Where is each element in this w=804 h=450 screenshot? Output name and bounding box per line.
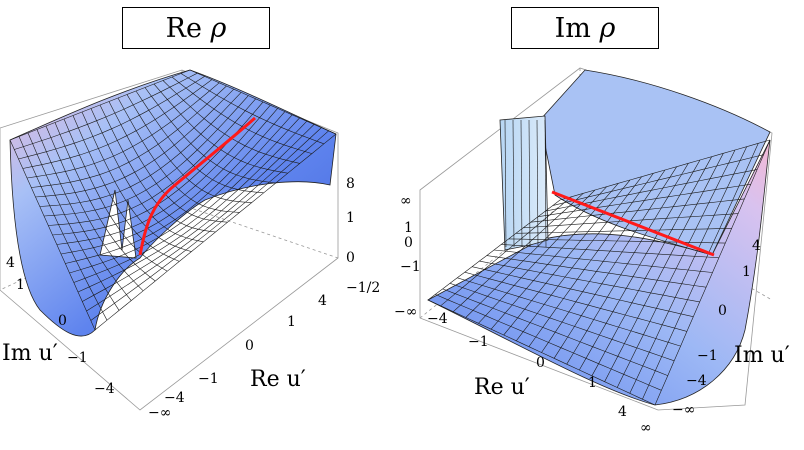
mesh-line xyxy=(536,119,539,248)
left-y-tick: 4 xyxy=(6,255,15,271)
left-z-tick: 8 xyxy=(346,176,355,192)
mesh-line xyxy=(73,117,300,283)
left-title-symbol: ρ xyxy=(210,12,227,44)
mesh-line xyxy=(642,143,759,400)
mesh-line xyxy=(135,90,264,194)
left-panel-title: Re ρ xyxy=(122,7,270,49)
right-y-tick: 1 xyxy=(742,264,751,280)
right-x-tick: 0 xyxy=(536,355,545,371)
mesh-line xyxy=(69,114,293,274)
left-x-tick: −∞ xyxy=(148,405,171,421)
left-title-prefix: Re xyxy=(165,12,202,44)
left-z-tick: 0 xyxy=(346,250,355,266)
left-plot: 8 1 0 −1/2 −∞ −4 −1 0 1 4 4 1 0 −1 −4 Re… xyxy=(0,69,380,421)
mesh-line xyxy=(654,139,771,406)
left-y-tick: −4 xyxy=(94,381,115,397)
right-y-tick: −∞ xyxy=(672,402,695,418)
mesh-line xyxy=(60,108,278,255)
right-x-tick: 4 xyxy=(618,404,627,420)
mesh-line xyxy=(82,124,315,302)
right-x-tick: −1 xyxy=(468,334,489,350)
left-x-axis-label: Re u′ xyxy=(250,367,306,392)
right-surface-grid xyxy=(427,119,771,406)
right-vertical-wall xyxy=(499,115,549,251)
left-y-tick: −1 xyxy=(67,350,88,366)
left-x-tick: 1 xyxy=(287,314,296,330)
left-y-tick: 0 xyxy=(58,313,67,329)
right-z-tick: 0 xyxy=(404,235,413,251)
left-y-axis-label: Im u′ xyxy=(2,341,58,366)
left-x-tick: 4 xyxy=(318,293,327,309)
mesh-line xyxy=(520,119,523,248)
mesh-line xyxy=(180,73,325,145)
mesh-line xyxy=(189,69,337,135)
left-spike xyxy=(99,189,137,259)
right-panel-title: Im ρ xyxy=(511,7,659,49)
mesh-line xyxy=(65,111,286,264)
right-x-tick: 1 xyxy=(588,375,597,391)
right-y-tick: 0 xyxy=(718,303,727,319)
right-y-axis-label: Im u′ xyxy=(734,343,790,368)
mesh-line xyxy=(552,154,764,206)
mesh-line xyxy=(86,127,322,312)
right-plot: ∞ 1 0 −1 −∞ −4 −1 0 1 4 ∞ 4 1 0 −1 −4 −∞… xyxy=(394,67,790,436)
left-x-tick: 0 xyxy=(245,338,254,354)
mesh-line xyxy=(126,94,252,203)
mesh-line xyxy=(171,76,312,154)
left-z-tick: −1/2 xyxy=(346,280,380,296)
left-x-tick: −4 xyxy=(164,390,185,406)
right-x-tick: −4 xyxy=(427,311,448,327)
left-z-tick: 1 xyxy=(346,210,355,226)
right-y-tick: 4 xyxy=(752,238,761,254)
mesh-line xyxy=(77,120,308,293)
mesh-line xyxy=(544,119,547,248)
mesh-line xyxy=(504,119,507,248)
mesh-line xyxy=(94,133,337,331)
right-x-tick: ∞ xyxy=(640,420,652,436)
right-title-symbol: ρ xyxy=(599,12,616,44)
mesh-line xyxy=(629,146,747,394)
mesh-line xyxy=(108,101,228,223)
mesh-line xyxy=(153,83,288,174)
right-y-tick: −4 xyxy=(686,373,707,389)
mesh-line xyxy=(117,97,240,213)
right-z-tick: 1 xyxy=(404,220,413,236)
right-x-axis-label: Re u′ xyxy=(474,375,530,400)
mesh-line xyxy=(56,105,271,245)
left-x-tick: −1 xyxy=(198,371,219,387)
mesh-line xyxy=(559,139,771,201)
right-z-tick: ∞ xyxy=(400,193,412,209)
right-z-tick: −∞ xyxy=(394,304,417,320)
mesh-line xyxy=(616,149,736,388)
right-title-prefix: Im xyxy=(554,12,591,44)
mesh-line xyxy=(512,119,515,248)
mesh-line xyxy=(90,130,329,321)
right-highlight-line xyxy=(551,190,715,257)
left-highlight-curve xyxy=(138,116,256,256)
left-surface-grid xyxy=(9,69,337,331)
left-y-tick: 1 xyxy=(16,277,25,293)
right-y-tick: −1 xyxy=(697,348,718,364)
right-z-tick: −1 xyxy=(400,259,421,275)
mesh-line xyxy=(528,119,531,248)
mesh-line xyxy=(144,87,276,184)
